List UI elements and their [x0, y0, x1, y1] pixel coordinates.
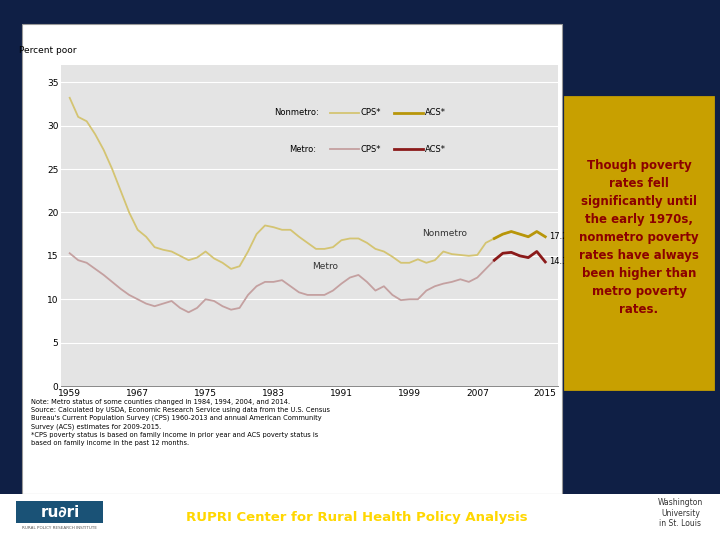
Text: Metro: Metro	[312, 262, 338, 272]
Text: Nonmetro:: Nonmetro:	[274, 109, 318, 118]
Text: Washington
University
in St. Louis: Washington University in St. Louis	[658, 498, 703, 528]
Text: CPS*: CPS*	[361, 145, 381, 154]
Text: 14.3%: 14.3%	[549, 258, 576, 266]
Text: Poverty rates by metro/nonmetro residence, 1959-2015: Poverty rates by metro/nonmetro residenc…	[30, 37, 358, 47]
Text: ru∂ri: ru∂ri	[40, 504, 79, 519]
Text: Metro:: Metro:	[289, 145, 316, 154]
FancyBboxPatch shape	[17, 501, 104, 523]
Text: Percent poor: Percent poor	[19, 46, 76, 55]
Text: CPS*: CPS*	[361, 109, 381, 118]
Text: ACS*: ACS*	[425, 145, 446, 154]
Text: ACS*: ACS*	[425, 109, 446, 118]
Text: 17.2%: 17.2%	[549, 232, 576, 241]
Text: Note: Metro status of some counties changed in 1984, 1994, 2004, and 2014.
Sourc: Note: Metro status of some counties chan…	[30, 399, 330, 446]
Text: Though poverty
rates fell
significantly until
the early 1970s,
nonmetro poverty
: Though poverty rates fell significantly …	[579, 159, 699, 316]
Text: RUPRI Center for Rural Health Policy Analysis: RUPRI Center for Rural Health Policy Ana…	[186, 510, 527, 524]
Text: Nonmetro: Nonmetro	[422, 230, 467, 239]
Text: RURAL POLICY RESEARCH INSTITUTE: RURAL POLICY RESEARCH INSTITUTE	[22, 526, 97, 530]
Text: ru: ru	[28, 503, 50, 521]
Text: ri: ri	[72, 503, 87, 521]
